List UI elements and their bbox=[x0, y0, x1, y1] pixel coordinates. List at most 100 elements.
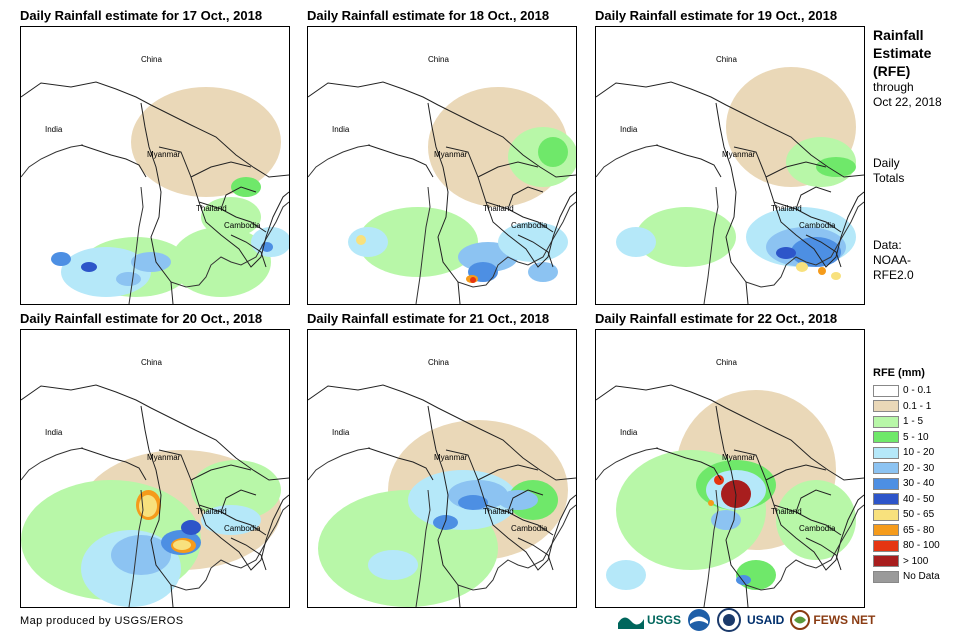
country-label-india: India bbox=[332, 125, 350, 134]
legend-row: 10 - 20 bbox=[873, 445, 965, 461]
legend-swatch bbox=[873, 431, 899, 444]
country-label-cambodia: Cambodia bbox=[224, 524, 261, 533]
country-label-thailand: Thailand bbox=[771, 204, 802, 213]
side-daily: Daily bbox=[873, 156, 900, 170]
legend-title: RFE (mm) bbox=[873, 367, 925, 379]
rain-patch bbox=[171, 227, 271, 297]
country-border bbox=[198, 191, 289, 268]
rainfall-map: China India Myanmar Thailand Cambodia bbox=[20, 26, 290, 305]
country-label-india: India bbox=[45, 125, 63, 134]
rain-patch bbox=[708, 500, 714, 506]
country-label-china: China bbox=[428, 55, 449, 64]
legend-row: 0 - 0.1 bbox=[873, 383, 965, 399]
rain-patch bbox=[356, 235, 366, 245]
legend-swatch bbox=[873, 477, 899, 490]
rainfall-map: China India Myanmar Thailand Cambodia bbox=[595, 329, 865, 608]
map-canvas bbox=[596, 384, 864, 607]
country-border bbox=[230, 234, 267, 268]
legend-swatch bbox=[873, 508, 899, 521]
country-border bbox=[795, 489, 832, 513]
country-label-myanmar: Myanmar bbox=[722, 453, 756, 462]
country-border bbox=[140, 102, 174, 304]
rain-patch bbox=[173, 540, 191, 550]
credit-text: Map produced by USGS/EROS bbox=[20, 615, 184, 627]
panel-title: Daily Rainfall estimate for 22 Oct., 201… bbox=[595, 311, 838, 326]
noaa-icon bbox=[688, 609, 711, 631]
side-date: Oct 22, 2018 bbox=[873, 95, 942, 109]
usaid-logo-text: USAID bbox=[747, 613, 785, 627]
country-border bbox=[507, 186, 544, 210]
rain-patch bbox=[201, 197, 261, 237]
map-canvas bbox=[21, 81, 289, 304]
legend-swatch bbox=[873, 384, 899, 397]
country-border bbox=[733, 449, 842, 536]
country-label-india: India bbox=[332, 428, 350, 437]
country-border bbox=[477, 464, 539, 481]
fewsnet-logo: FEWS NET bbox=[790, 610, 875, 630]
side-heading-3: (RFE) bbox=[873, 63, 911, 79]
country-border bbox=[230, 537, 267, 571]
usgs-logo-text: USGS bbox=[647, 613, 682, 627]
country-border bbox=[427, 102, 461, 304]
panel-oct-18: Daily Rainfall estimate for 18 Oct., 201… bbox=[307, 7, 597, 307]
country-label-china: China bbox=[141, 55, 162, 64]
country-border bbox=[308, 384, 576, 481]
country-border bbox=[517, 234, 554, 268]
legend-label: 40 - 50 bbox=[903, 493, 935, 505]
rain-patch bbox=[736, 560, 776, 590]
rainfall-map: China India Myanmar Thailand Cambodia bbox=[20, 329, 290, 608]
country-border bbox=[190, 161, 252, 178]
country-border bbox=[220, 186, 257, 210]
legend-label: No Data bbox=[903, 571, 940, 583]
country-label-myanmar: Myanmar bbox=[147, 453, 181, 462]
legend-label: 20 - 30 bbox=[903, 462, 935, 474]
country-border bbox=[21, 384, 289, 481]
country-label-india: India bbox=[620, 125, 638, 134]
country-label-cambodia: Cambodia bbox=[511, 221, 548, 230]
panel-title: Daily Rainfall estimate for 17 Oct., 201… bbox=[20, 8, 263, 23]
panel-oct-19: Daily Rainfall estimate for 19 Oct., 201… bbox=[595, 7, 885, 307]
country-label-thailand: Thailand bbox=[771, 507, 802, 516]
legend-label: 65 - 80 bbox=[903, 524, 935, 536]
country-border bbox=[80, 447, 147, 481]
legend-row: 80 - 100 bbox=[873, 538, 965, 554]
country-border bbox=[655, 447, 722, 481]
country-label-china: China bbox=[716, 358, 737, 367]
panel-oct-22: Daily Rainfall estimate for 22 Oct., 201… bbox=[595, 310, 885, 610]
rain-patch bbox=[348, 227, 388, 257]
panel-title: Daily Rainfall estimate for 20 Oct., 201… bbox=[20, 311, 263, 326]
map-canvas bbox=[308, 384, 576, 607]
country-label-china: China bbox=[428, 358, 449, 367]
country-border bbox=[477, 161, 539, 178]
country-label-cambodia: Cambodia bbox=[799, 524, 836, 533]
legend-row: 65 - 80 bbox=[873, 523, 965, 539]
country-label-thailand: Thailand bbox=[483, 204, 514, 213]
country-label-myanmar: Myanmar bbox=[722, 150, 756, 159]
country-border bbox=[773, 191, 864, 268]
country-border bbox=[367, 447, 434, 481]
panel-title: Daily Rainfall estimate for 21 Oct., 201… bbox=[307, 311, 550, 326]
country-label-india: India bbox=[620, 428, 638, 437]
rain-patch bbox=[458, 495, 488, 510]
country-border bbox=[158, 146, 267, 233]
legend-label: 80 - 100 bbox=[903, 540, 940, 552]
rain-patch bbox=[776, 247, 796, 259]
legend-row: 1 - 5 bbox=[873, 414, 965, 430]
rain-patch bbox=[116, 272, 141, 286]
legend-row: 0.1 - 1 bbox=[873, 399, 965, 415]
country-label-thailand: Thailand bbox=[483, 507, 514, 516]
country-border bbox=[733, 146, 842, 233]
country-border bbox=[805, 234, 842, 268]
side-through: through bbox=[873, 80, 914, 94]
country-border bbox=[765, 464, 827, 481]
legend-swatch bbox=[873, 400, 899, 413]
legend-row: No Data bbox=[873, 569, 965, 585]
rain-patch bbox=[81, 262, 97, 272]
country-border bbox=[445, 146, 554, 233]
legend-swatch bbox=[873, 493, 899, 506]
rainfall-map: China India Myanmar Thailand Cambodia bbox=[307, 329, 577, 608]
country-border bbox=[773, 494, 864, 571]
map-canvas bbox=[21, 384, 289, 607]
logos: USGS USAID FEWS NET bbox=[618, 606, 875, 634]
country-border bbox=[715, 102, 749, 304]
